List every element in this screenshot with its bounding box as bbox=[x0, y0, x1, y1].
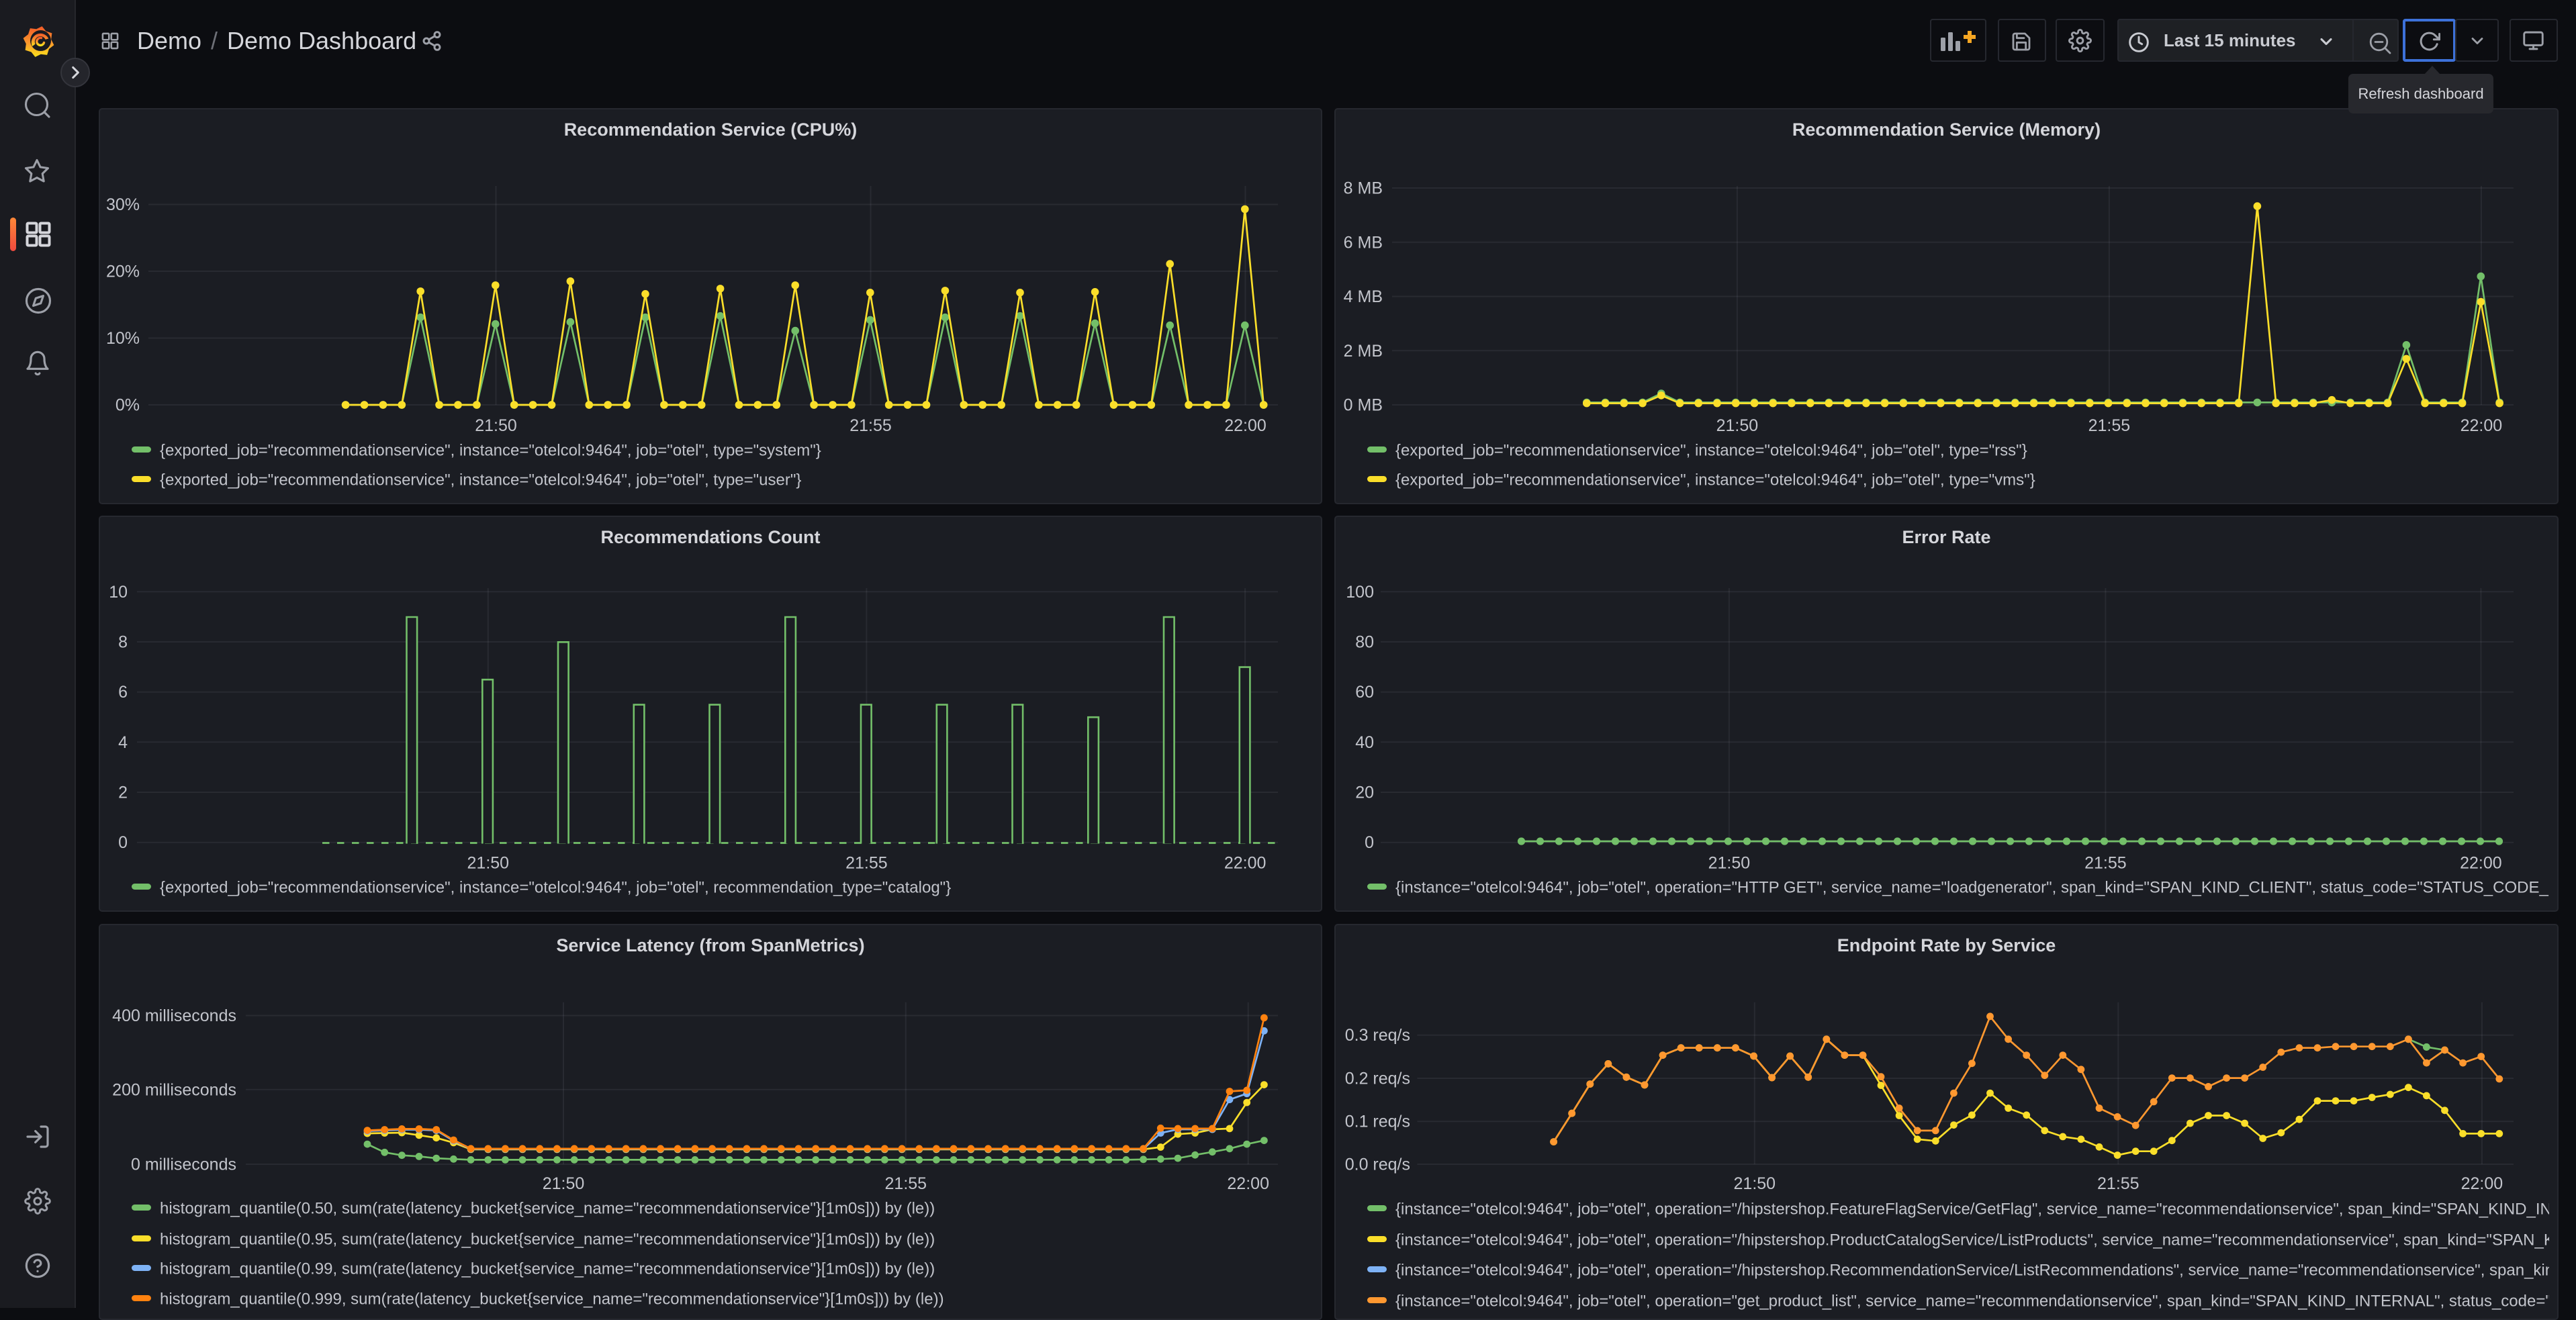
svg-text:22:00: 22:00 bbox=[1224, 854, 1267, 873]
svg-text:0.3 req/s: 0.3 req/s bbox=[1345, 1026, 1410, 1045]
svg-text:2: 2 bbox=[118, 784, 128, 802]
svg-text:100: 100 bbox=[1346, 583, 1374, 602]
svg-text:22:00: 22:00 bbox=[1224, 416, 1267, 435]
svg-text:20%: 20% bbox=[106, 263, 140, 281]
svg-text:0 MB: 0 MB bbox=[1344, 396, 1383, 415]
svg-text:4 MB: 4 MB bbox=[1344, 287, 1383, 306]
svg-text:21:50: 21:50 bbox=[1734, 1174, 1776, 1193]
svg-text:0.1 req/s: 0.1 req/s bbox=[1345, 1113, 1410, 1131]
svg-text:22:00: 22:00 bbox=[1227, 1174, 1269, 1193]
svg-text:20: 20 bbox=[1355, 784, 1374, 802]
svg-text:21:50: 21:50 bbox=[1716, 416, 1759, 435]
svg-text:6: 6 bbox=[118, 683, 128, 702]
svg-text:0.0 req/s: 0.0 req/s bbox=[1345, 1156, 1410, 1174]
svg-text:0: 0 bbox=[118, 833, 128, 852]
svg-text:21:55: 21:55 bbox=[885, 1174, 927, 1193]
svg-text:4: 4 bbox=[118, 733, 128, 752]
svg-text:30%: 30% bbox=[106, 195, 140, 214]
svg-text:6 MB: 6 MB bbox=[1344, 233, 1383, 252]
svg-text:21:55: 21:55 bbox=[2097, 1174, 2140, 1193]
svg-text:21:50: 21:50 bbox=[467, 854, 510, 873]
svg-text:40: 40 bbox=[1355, 733, 1374, 752]
svg-text:0: 0 bbox=[1365, 833, 1374, 852]
svg-text:10%: 10% bbox=[106, 329, 140, 348]
svg-text:10: 10 bbox=[109, 583, 128, 602]
svg-text:0 milliseconds: 0 milliseconds bbox=[131, 1156, 236, 1174]
svg-text:21:55: 21:55 bbox=[2088, 416, 2131, 435]
svg-text:0.2 req/s: 0.2 req/s bbox=[1345, 1070, 1410, 1088]
svg-text:60: 60 bbox=[1355, 683, 1374, 702]
svg-text:21:55: 21:55 bbox=[849, 416, 892, 435]
svg-text:21:50: 21:50 bbox=[475, 416, 517, 435]
svg-text:200 milliseconds: 200 milliseconds bbox=[112, 1080, 236, 1099]
svg-text:21:55: 21:55 bbox=[2084, 854, 2127, 873]
svg-text:80: 80 bbox=[1355, 633, 1374, 652]
svg-text:8 MB: 8 MB bbox=[1344, 179, 1383, 198]
svg-text:22:00: 22:00 bbox=[2461, 1174, 2503, 1193]
svg-text:22:00: 22:00 bbox=[2460, 854, 2502, 873]
svg-text:21:50: 21:50 bbox=[1708, 854, 1751, 873]
svg-text:21:55: 21:55 bbox=[845, 854, 888, 873]
svg-text:22:00: 22:00 bbox=[2460, 416, 2503, 435]
svg-text:8: 8 bbox=[118, 633, 128, 652]
svg-text:21:50: 21:50 bbox=[543, 1174, 585, 1193]
svg-text:400 milliseconds: 400 milliseconds bbox=[112, 1006, 236, 1025]
svg-text:2 MB: 2 MB bbox=[1344, 342, 1383, 361]
svg-text:0%: 0% bbox=[116, 396, 140, 415]
